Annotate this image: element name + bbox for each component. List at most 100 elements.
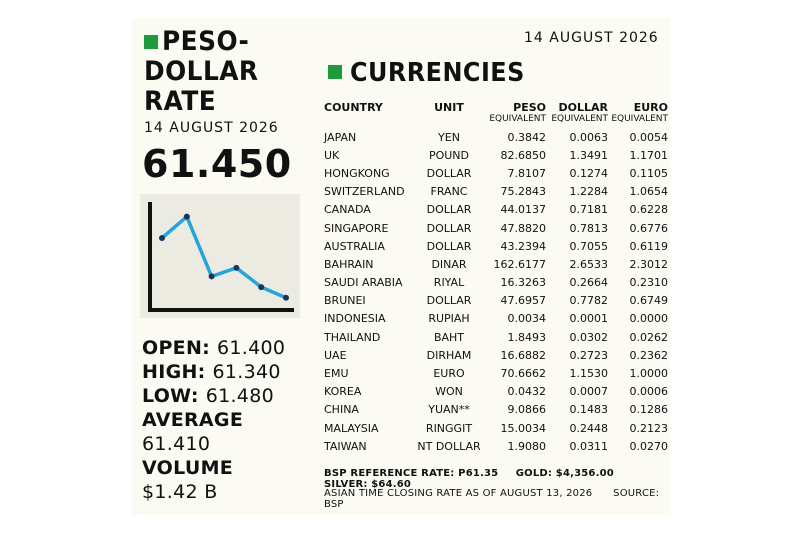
volume-value: $1.42 B (142, 481, 218, 503)
table-row: SINGAPORE DOLLAR 47.8820 0.7813 0.6776 (324, 219, 668, 237)
table-subheader-row: EQUIVALENT EQUIVALENT EQUIVALENT (324, 114, 668, 128)
peso-cell: 0.3842 (507, 130, 547, 144)
euro-cell: 0.0270 (629, 439, 669, 453)
country-cell: SAUDI ARABIA (324, 276, 403, 290)
unit-cell: DINAR (431, 257, 467, 271)
unit-cell: DOLLAR (426, 166, 472, 180)
open-value: 61.400 (216, 337, 286, 359)
header-unit: UNIT (434, 101, 464, 114)
euro-cell: 0.6228 (629, 203, 669, 217)
table-row: UAE DIRHAM 16.6882 0.2723 0.2362 (324, 346, 668, 364)
infographic-card: PESO- DOLLAR RATE 14 AUGUST 2026 61.450 … (132, 18, 670, 515)
country-cell: CANADA (324, 203, 371, 217)
dollar-cell: 0.7813 (569, 221, 609, 235)
trend-line (160, 213, 287, 300)
unit-cell: WON (435, 385, 463, 399)
silver-price: SILVER: $64.60 (324, 479, 412, 490)
country-cell: THAILAND (324, 330, 381, 344)
peso-cell: 75.2843 (500, 185, 547, 199)
footer-line-2: ASIAN TIME CLOSING RATE AS OF AUGUST 13,… (324, 488, 664, 510)
peso-cell: 70.6662 (500, 367, 547, 381)
trend-point (159, 235, 165, 241)
country-cell: CHINA (324, 403, 359, 417)
table-row: MALAYSIA RINGGIT 15.0034 0.2448 0.2123 (324, 419, 668, 437)
unit-cell: DIRHAM (426, 348, 472, 362)
euro-cell: 0.0000 (629, 312, 669, 326)
dollar-cell: 0.7782 (569, 294, 609, 308)
country-cell: KOREA (324, 385, 362, 399)
dollar-cell: 0.2664 (569, 276, 609, 290)
average-label: AVERAGE (142, 409, 244, 431)
peso-cell: 1.8493 (507, 330, 547, 344)
euro-cell: 0.6776 (629, 221, 669, 235)
euro-cell: 0.1105 (629, 166, 669, 180)
volume-label: VOLUME (142, 457, 234, 479)
unit-cell: DOLLAR (426, 221, 472, 235)
low-stat: LOW: 61.480 (142, 384, 274, 408)
country-cell: MALAYSIA (324, 421, 379, 435)
peso-cell: 47.6957 (500, 294, 547, 308)
unit-cell: FRANC (430, 185, 468, 199)
trend-point (258, 284, 265, 291)
table-row: SAUDI ARABIA RIYAL 16.3263 0.2664 0.2310 (324, 274, 668, 292)
dollar-cell: 0.0007 (569, 385, 609, 399)
euro-cell: 0.2362 (629, 348, 669, 362)
unit-cell: RIYAL (433, 276, 465, 290)
table-row: JAPAN YEN 0.3842 0.0063 0.0054 (324, 128, 668, 146)
peso-cell: 82.6850 (500, 148, 547, 162)
table-row: HONGKONG DOLLAR 7.8107 0.1274 0.1105 (324, 164, 668, 182)
trend-point (283, 294, 289, 301)
euro-cell: 1.1701 (629, 148, 669, 162)
table-row: SWITZERLAND FRANC 75.2843 1.2284 1.0654 (324, 183, 668, 201)
header-country: COUNTRY (324, 101, 383, 114)
peso-cell: 15.0034 (500, 421, 547, 435)
euro-cell: 1.0000 (629, 367, 669, 381)
subheader-dollar: EQUIVALENT (551, 114, 608, 124)
trend-points (159, 213, 289, 301)
dollar-cell: 0.0302 (569, 330, 609, 344)
unit-cell: EURO (433, 367, 465, 381)
header-peso: PESO (513, 101, 546, 114)
unit-cell: NT DOLLAR (417, 439, 481, 453)
unit-cell: RINGGIT (425, 421, 473, 435)
table-row: BAHRAIN DINAR 162.6177 2.6533 2.3012 (324, 255, 668, 273)
unit-cell: BAHT (433, 330, 465, 344)
table-row: EMU EURO 70.6662 1.1530 1.0000 (324, 364, 668, 382)
country-cell: EMU (324, 367, 349, 381)
country-cell: UAE (324, 348, 347, 362)
country-cell: BRUNEI (324, 294, 366, 308)
title-line-1: PESO- (162, 26, 250, 57)
dollar-cell: 0.0063 (569, 130, 609, 144)
header-dollar: DOLLAR (558, 101, 608, 114)
currencies-title: CURRENCIES (350, 58, 525, 88)
euro-cell: 1.0654 (629, 185, 669, 199)
dollar-cell: 0.0001 (569, 312, 609, 326)
dollar-cell: 1.3491 (569, 148, 609, 162)
dollar-cell: 0.2723 (569, 348, 609, 362)
dollar-cell: 0.1483 (569, 403, 609, 417)
table-row: INDONESIA RUPIAH 0.0034 0.0001 0.0000 (324, 310, 668, 328)
title-line-3: RATE (144, 86, 217, 117)
peso-cell: 162.6177 (493, 257, 547, 271)
euro-cell: 0.1286 (629, 403, 669, 417)
currency-table: COUNTRY UNIT PESO DOLLAR EURO EQUIVALENT… (324, 100, 668, 455)
table-row: BRUNEI DOLLAR 47.6957 0.7782 0.6749 (324, 292, 668, 310)
unit-cell: RUPIAH (428, 312, 470, 326)
country-cell: TAIWAN (324, 439, 367, 453)
left-date: 14 AUGUST 2026 (144, 120, 279, 136)
peso-cell: 9.0866 (507, 403, 547, 417)
peso-cell: 7.8107 (507, 166, 547, 180)
trend-point (208, 273, 215, 280)
subheader-euro: EQUIVALENT (611, 114, 668, 124)
table-header-row: COUNTRY UNIT PESO DOLLAR EURO (324, 100, 668, 114)
high-value: 61.340 (212, 361, 281, 383)
average-value: 61.410 (142, 433, 211, 455)
euro-cell: 0.2123 (629, 421, 669, 435)
unit-cell: DOLLAR (426, 294, 472, 308)
peso-cell: 44.0137 (500, 203, 547, 217)
euro-cell: 2.3012 (629, 257, 669, 271)
dollar-cell: 1.2284 (569, 185, 609, 199)
unit-cell: YUAN** (428, 403, 470, 417)
unit-cell: YEN (438, 130, 460, 144)
trend-point (183, 213, 190, 220)
